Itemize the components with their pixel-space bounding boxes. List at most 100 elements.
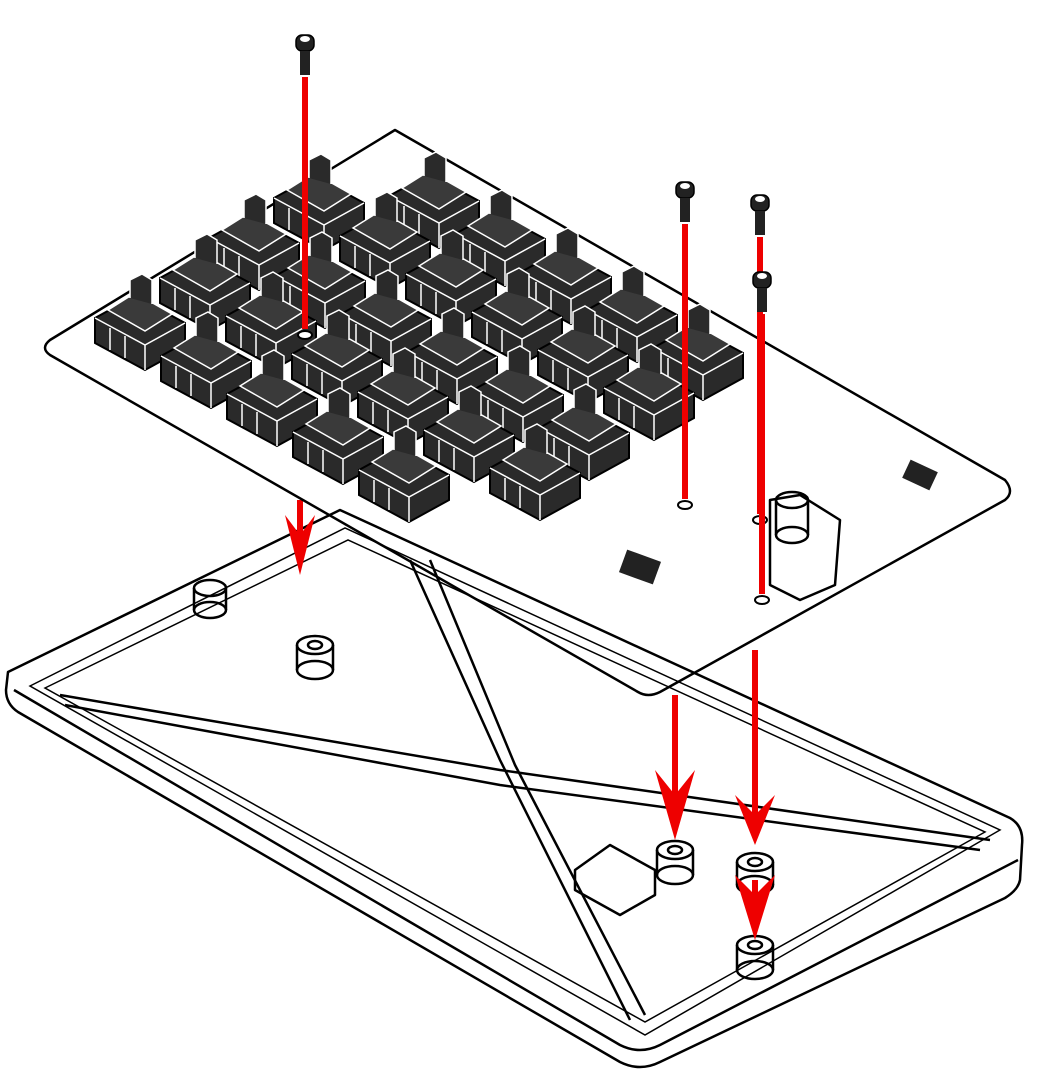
switch-lines: [208, 237, 300, 290]
hole: [297, 330, 313, 340]
pcb: [43, 128, 1012, 697]
switch-stem: [441, 307, 465, 338]
switch-stem: [129, 273, 153, 304]
screws: [295, 34, 772, 605]
switch-stem: [326, 309, 350, 340]
switch-lines: [489, 467, 581, 520]
switch-top: [417, 248, 485, 288]
switch-top: [370, 444, 438, 484]
key-switch: [537, 305, 629, 404]
switch-stem: [573, 383, 597, 414]
case-edge: [13, 688, 1019, 1052]
hole: [754, 595, 770, 605]
switch-top: [549, 324, 617, 364]
switch-top: [435, 404, 503, 444]
switches: [94, 151, 744, 524]
switch-lines: [472, 389, 564, 442]
switch-stem: [374, 191, 398, 222]
rib: [408, 559, 632, 1021]
boss: [735, 934, 775, 981]
screw-socket: [757, 273, 767, 279]
switch-top: [352, 288, 420, 328]
switch-stem: [572, 305, 596, 336]
boss: [295, 634, 335, 681]
key-switch: [357, 347, 449, 446]
switch-lines: [454, 233, 546, 286]
screw: [295, 34, 315, 340]
key-switch: [358, 425, 450, 524]
switch-lines: [226, 393, 318, 446]
screw-shaft: [757, 288, 767, 312]
button: [768, 493, 842, 602]
switch-stem: [621, 265, 645, 296]
switch-stem: [327, 387, 351, 418]
screw-shaft: [300, 51, 310, 75]
switch-lines: [358, 469, 450, 522]
switch-lines: [340, 313, 432, 366]
screw-shaft: [755, 211, 765, 235]
switch-lines: [406, 351, 498, 404]
screw-socket: [755, 196, 765, 202]
switch-stem: [458, 385, 482, 416]
switch-lines: [423, 429, 515, 482]
key-switch: [405, 229, 497, 328]
key-switch: [339, 191, 431, 290]
case: [4, 508, 1024, 1069]
key-switch: [423, 385, 515, 484]
switch-top: [483, 286, 551, 326]
screw-socket: [300, 36, 310, 42]
switch-stem: [440, 229, 464, 260]
switch-top: [369, 366, 437, 406]
switch-top: [172, 330, 240, 370]
switch-top: [418, 326, 486, 366]
switch-top: [532, 246, 600, 286]
switch-stem: [243, 193, 267, 224]
case-inner: [28, 527, 1002, 1036]
key-switch: [159, 233, 251, 332]
switch-stem: [489, 189, 513, 220]
switch-top: [304, 406, 372, 446]
switch-lines: [603, 387, 695, 440]
switch-top: [501, 442, 569, 482]
switch-lines: [652, 347, 744, 400]
boss: [655, 839, 695, 886]
switch-top: [303, 328, 371, 368]
switch-top: [400, 170, 468, 210]
switch-stem: [506, 267, 530, 298]
boss: [192, 578, 228, 620]
switch-stem: [524, 423, 548, 454]
key-switch: [291, 309, 383, 408]
switch-stem: [261, 349, 285, 380]
switch-stem: [309, 231, 333, 262]
arrows-lower: [285, 500, 775, 940]
case-floor: [43, 539, 987, 1023]
screw: [675, 181, 695, 510]
hole: [677, 500, 693, 510]
switch-lines: [586, 309, 678, 362]
key-switch: [454, 189, 546, 288]
switch-top: [171, 252, 239, 292]
switch-stem: [555, 227, 579, 258]
rib: [428, 559, 647, 1016]
button-holder: [573, 843, 657, 917]
screw-shaft: [680, 198, 690, 222]
key-switch: [226, 349, 318, 448]
screw: [752, 271, 772, 605]
screw-socket: [680, 183, 690, 189]
switch-stem: [260, 271, 284, 302]
switch-lines: [94, 317, 186, 370]
key-switch: [489, 423, 581, 522]
switch-stem: [507, 345, 531, 376]
key-switch: [160, 311, 252, 410]
switch-stem: [423, 151, 447, 182]
switch-lines: [520, 271, 612, 324]
switch-lines: [388, 195, 480, 248]
switch-top: [106, 292, 174, 332]
switch-top: [238, 368, 306, 408]
switch-top: [550, 402, 618, 442]
switch-lines: [160, 355, 252, 408]
rib: [64, 703, 981, 852]
case-outline: [4, 508, 1024, 1069]
